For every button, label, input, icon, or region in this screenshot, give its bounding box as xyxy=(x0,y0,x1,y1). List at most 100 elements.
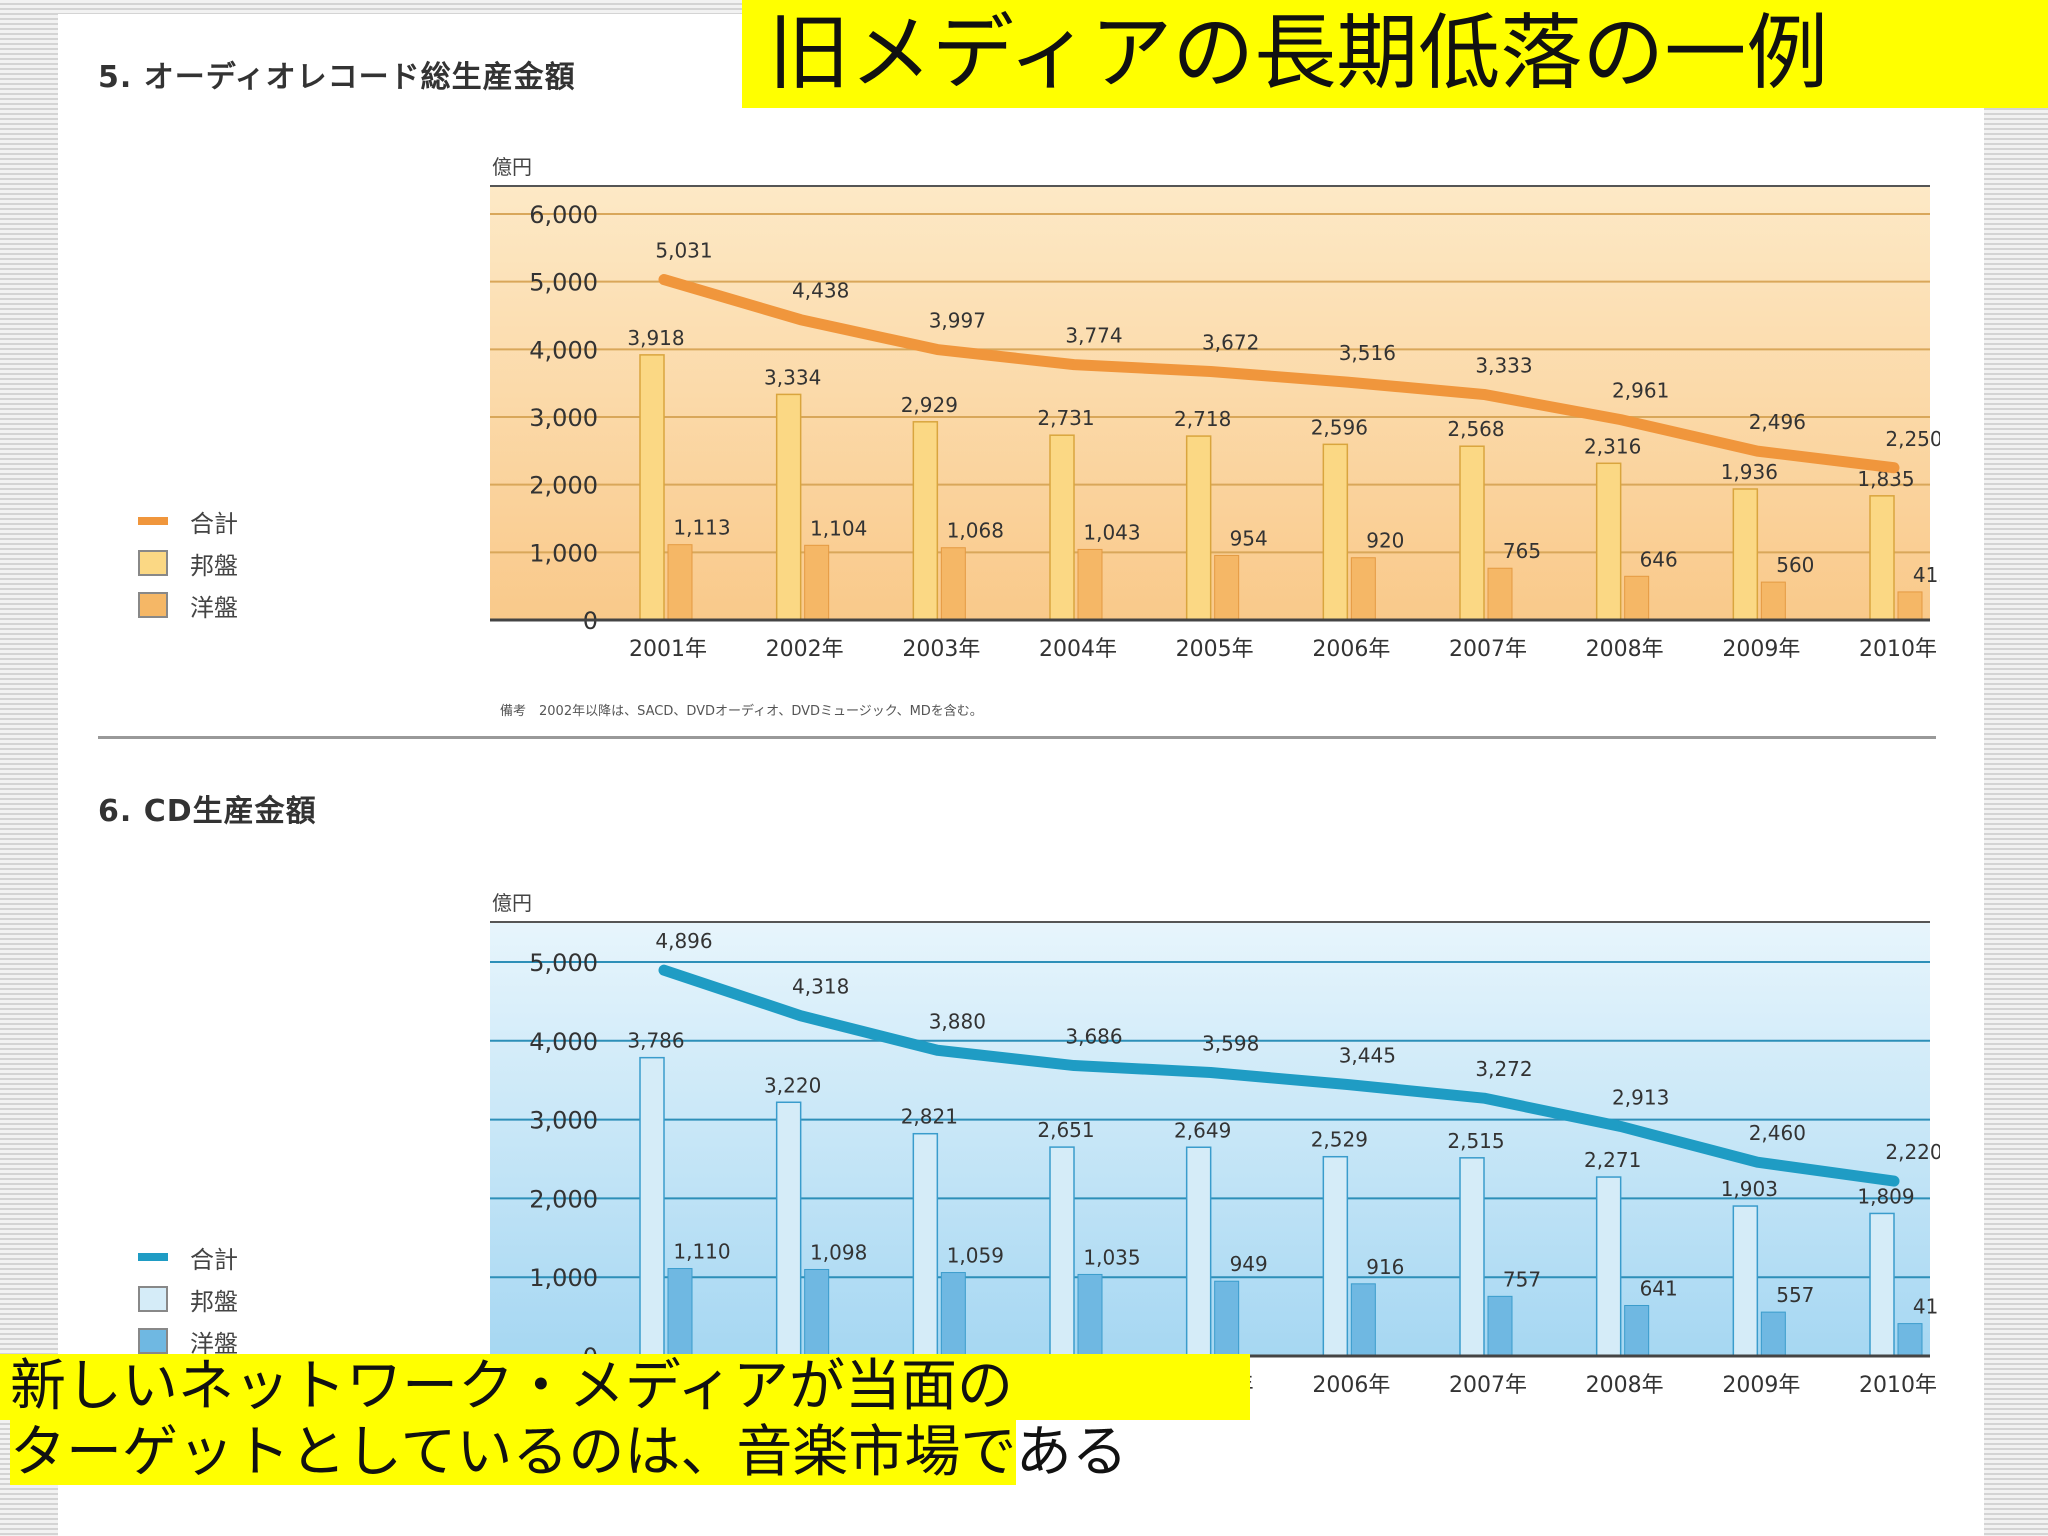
bar-foreign xyxy=(940,547,966,621)
legend-item-domestic: 邦盤 xyxy=(138,1278,238,1320)
bar-domestic xyxy=(1049,434,1075,621)
y-tick-label: 3,000 xyxy=(529,404,598,432)
bar-domestic xyxy=(639,1056,665,1357)
x-tick-label: 2006年 xyxy=(1312,637,1390,662)
caption-line2-highlight: ターゲットとしているのは、音楽市場で xyxy=(10,1420,1016,1485)
bar-foreign xyxy=(1760,1311,1786,1357)
total-point xyxy=(935,347,940,352)
data-label-foreign: 920 xyxy=(1366,529,1404,553)
total-point xyxy=(1755,1160,1760,1165)
y-tick-label: 2,000 xyxy=(529,472,598,500)
data-label-domestic: 3,334 xyxy=(764,365,821,389)
y-tick-label: 4,000 xyxy=(529,1028,598,1056)
data-label-total: 3,686 xyxy=(1065,1025,1122,1049)
chart1-legend: 合計 邦盤 洋盤 xyxy=(138,500,238,626)
data-label-foreign: 560 xyxy=(1776,553,1814,577)
bar-foreign xyxy=(667,1268,693,1357)
x-tick-label: 2007年 xyxy=(1449,1373,1527,1398)
legend-total-label: 合計 xyxy=(190,1245,238,1274)
chart1-title: 5. オーディオレコード総生産金額 xyxy=(98,60,576,95)
bar-domestic xyxy=(1869,495,1895,621)
total-point xyxy=(662,968,666,973)
data-label-foreign: 415 xyxy=(1913,563,1940,587)
y-tick-label: 2,000 xyxy=(529,1185,598,1213)
data-label-foreign: 1,059 xyxy=(947,1244,1004,1268)
data-label-total: 2,913 xyxy=(1612,1085,1669,1109)
total-point xyxy=(1618,417,1623,422)
chart2-legend: 合計 邦盤 洋盤 xyxy=(138,1236,238,1362)
x-tick-label: 2006年 xyxy=(1312,1373,1390,1398)
total-point xyxy=(1072,362,1076,367)
bar-foreign xyxy=(1077,548,1103,621)
bar-domestic xyxy=(1595,462,1622,621)
data-label-domestic: 2,651 xyxy=(1037,1118,1094,1142)
data-label-domestic: 2,731 xyxy=(1037,406,1094,430)
total-line xyxy=(658,964,1900,1187)
data-label-domestic: 2,649 xyxy=(1174,1118,1231,1142)
total-point xyxy=(1072,1063,1076,1068)
caption-line2-rest: ある xyxy=(1015,1420,1128,1485)
headline-banner: 旧メディアの長期低落の一例 xyxy=(742,0,2048,108)
data-label-domestic: 2,929 xyxy=(901,393,958,417)
left-striped-border xyxy=(0,0,58,1536)
legend-total-label: 合計 xyxy=(190,509,238,538)
data-label-foreign: 1,104 xyxy=(810,516,867,540)
bar-domestic xyxy=(1732,1205,1759,1357)
bar-domestic xyxy=(1869,1212,1895,1357)
total-point xyxy=(1755,449,1760,454)
bar-foreign xyxy=(1897,1323,1923,1357)
data-label-foreign: 1,113 xyxy=(673,516,730,540)
legend-total-swatch xyxy=(138,517,168,525)
data-label-total: 3,598 xyxy=(1202,1031,1259,1055)
section-divider xyxy=(98,736,1936,739)
bar-domestic xyxy=(1459,1157,1485,1357)
total-point xyxy=(798,1013,803,1018)
bar-domestic xyxy=(1185,435,1212,621)
data-label-domestic: 2,316 xyxy=(1584,434,1641,458)
data-label-total: 4,896 xyxy=(655,929,712,953)
total-point xyxy=(1482,1096,1486,1101)
data-label-total: 2,496 xyxy=(1749,410,1806,434)
data-label-total: 2,961 xyxy=(1612,379,1669,403)
total-point xyxy=(1345,1082,1350,1087)
legend-foreign-label: 洋盤 xyxy=(190,1329,238,1358)
data-label-total: 2,220 xyxy=(1885,1140,1940,1164)
bar-domestic xyxy=(639,354,665,621)
data-label-foreign: 954 xyxy=(1230,526,1268,550)
legend-foreign-swatch xyxy=(138,1328,168,1354)
data-label-foreign: 1,110 xyxy=(673,1240,730,1264)
legend-total-swatch xyxy=(138,1253,168,1261)
y-tick-label: 1,000 xyxy=(529,1264,598,1292)
legend-domestic-swatch xyxy=(138,550,168,576)
bar-foreign xyxy=(940,1272,966,1357)
legend-domestic-swatch xyxy=(138,1286,168,1312)
legend-foreign-swatch xyxy=(138,592,168,618)
bar-domestic xyxy=(775,393,802,621)
data-label-total: 3,774 xyxy=(1065,324,1122,348)
data-label-total: 4,438 xyxy=(792,279,849,303)
legend-item-foreign: 洋盤 xyxy=(138,1320,238,1362)
total-point xyxy=(1345,380,1350,385)
total-point xyxy=(1208,1070,1213,1075)
data-label-domestic: 3,220 xyxy=(764,1073,821,1097)
total-point xyxy=(935,1048,940,1053)
legend-item-domestic: 邦盤 xyxy=(138,542,238,584)
data-label-total: 3,997 xyxy=(929,309,986,333)
total-point xyxy=(662,277,666,282)
data-label-foreign: 765 xyxy=(1503,539,1541,563)
bar-foreign xyxy=(1487,567,1513,621)
chart1-note: 備考 2002年以降は、SACD、DVDオーディオ、DVDミュージック、MDを含… xyxy=(500,704,983,719)
legend-item-total: 合計 xyxy=(138,500,238,542)
bar-foreign xyxy=(804,544,830,621)
data-label-total: 3,672 xyxy=(1202,331,1259,355)
x-tick-label: 2010年 xyxy=(1859,637,1937,662)
data-label-total: 2,460 xyxy=(1749,1121,1806,1145)
caption-text: 新しいネットワーク・メディアが当面の ターゲットとしているのは、音楽市場である xyxy=(0,1354,1250,1486)
chart-cd-production: 億円5,0004,0003,0002,0001,00003,7861,11020… xyxy=(490,891,1940,1398)
data-label-total: 3,272 xyxy=(1475,1057,1532,1081)
legend-domestic-label: 邦盤 xyxy=(190,1287,238,1316)
bar-foreign xyxy=(1214,1280,1240,1357)
y-tick-label: 1,000 xyxy=(529,539,598,567)
bar-foreign xyxy=(1350,557,1376,621)
total-point xyxy=(798,317,803,322)
